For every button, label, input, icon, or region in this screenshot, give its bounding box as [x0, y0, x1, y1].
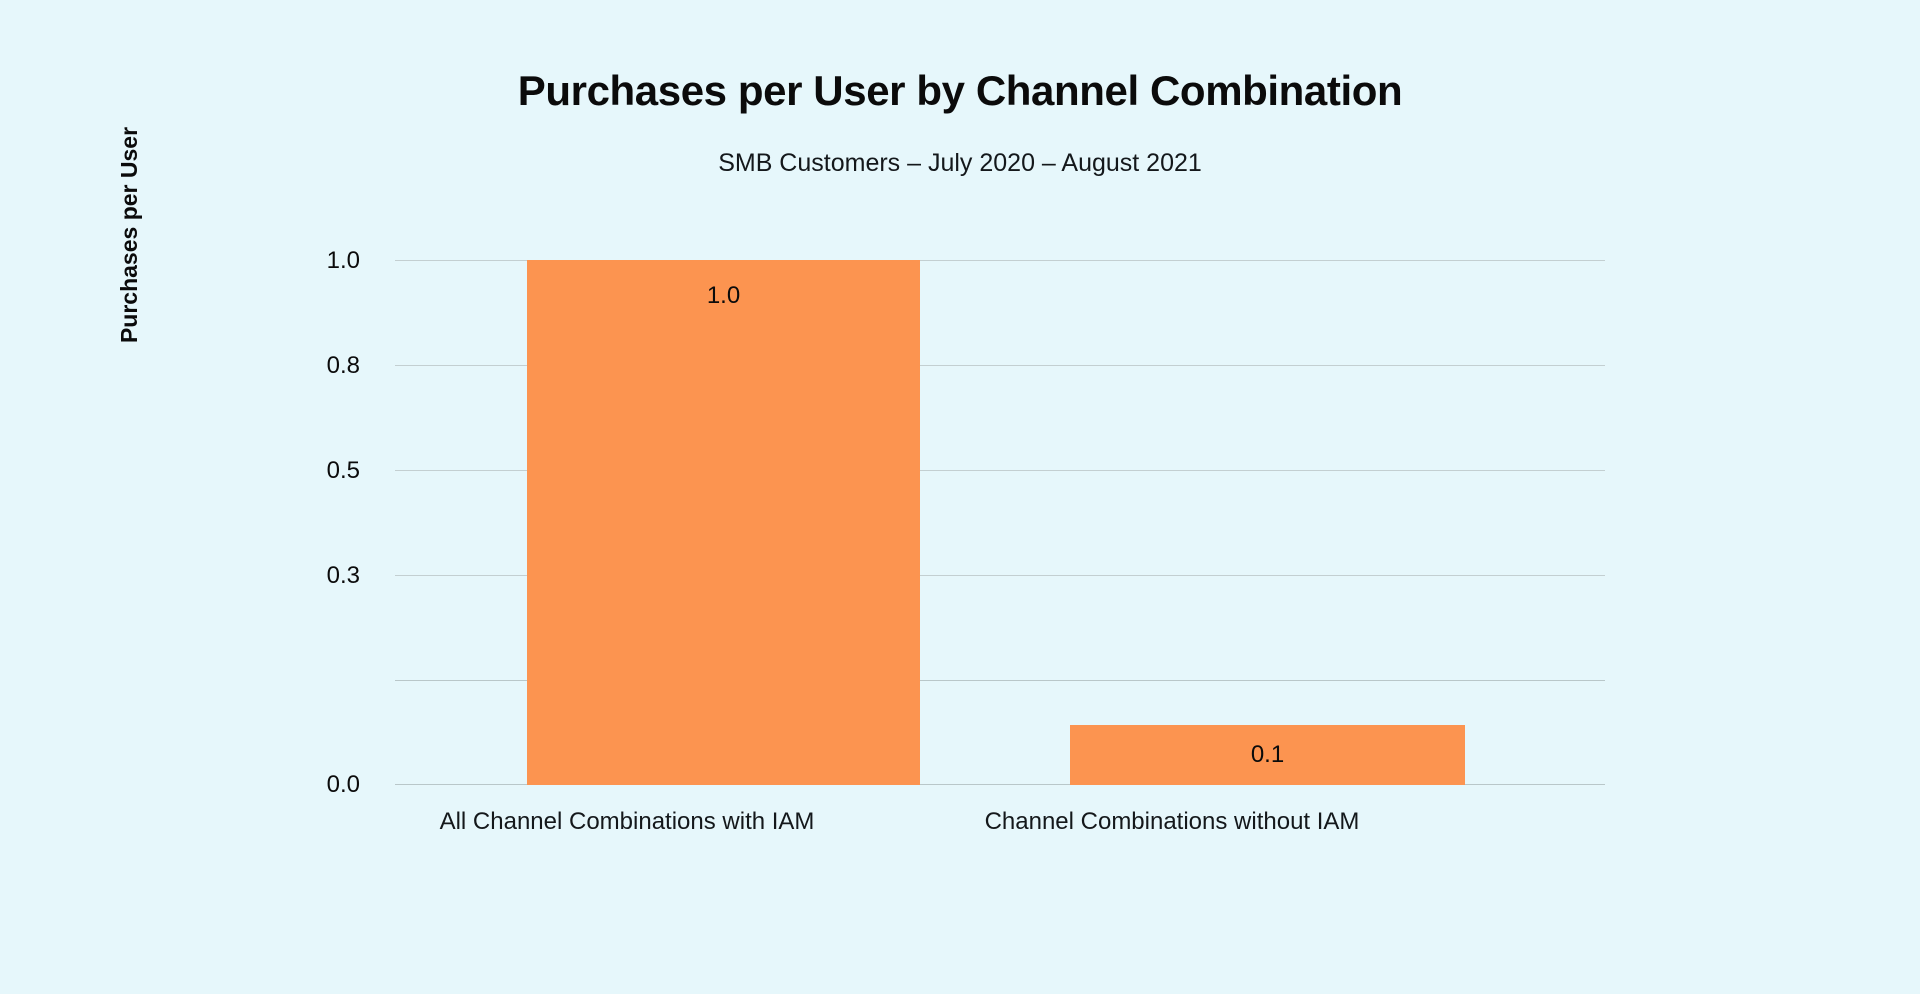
gridline-5: [395, 680, 1605, 681]
bar-all-channel-combinations-with-iam[interactable]: 1.0: [527, 260, 920, 785]
chart-title: Purchases per User by Channel Combinatio…: [517, 67, 1403, 114]
gridline-4: [395, 575, 1605, 576]
y-tick-label: 0.3: [326, 562, 360, 589]
y-tick-label: 0.0: [326, 771, 360, 798]
x-tick-label-all-channel-combinations-with-iam: All Channel Combinations with IAM: [439, 808, 815, 835]
y-axis-title: Purchases per User: [116, 126, 142, 344]
bar-value-label: 0.1: [1250, 741, 1285, 768]
y-tick-label: 1.0: [326, 247, 360, 274]
plot-area: 1.0 0.1: [395, 260, 1605, 785]
x-tick-label-channel-combinations-without-iam: Channel Combinations without IAM: [984, 808, 1360, 835]
y-tick-label: 0.8: [326, 352, 360, 379]
axis-baseline: [395, 784, 1605, 785]
gridline-3: [395, 470, 1605, 471]
chart-subtitle: SMB Customers – July 2020 – August 2021: [718, 149, 1202, 177]
gridline-1: [395, 260, 1605, 261]
bar-channel-combinations-without-iam[interactable]: 0.1: [1070, 725, 1465, 785]
gridline-2: [395, 365, 1605, 366]
bar-value-label: 1.0: [706, 282, 741, 309]
y-tick-label: 0.5: [326, 457, 360, 484]
